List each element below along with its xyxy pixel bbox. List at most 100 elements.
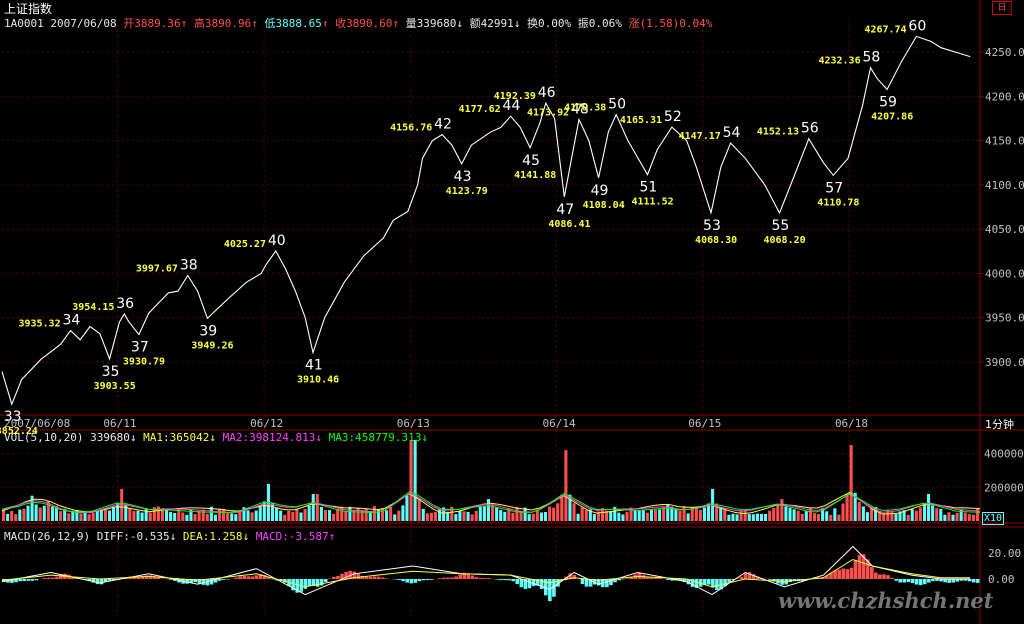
pivot-number-label: 47	[556, 202, 574, 218]
macd-bar	[768, 579, 772, 580]
volume-bar	[230, 513, 234, 521]
volume-bar	[560, 494, 564, 521]
volume-bar	[755, 513, 759, 521]
turnover-value: 0.00%	[538, 17, 572, 30]
volume-bar	[882, 513, 886, 521]
price-tick-label: 4200.0	[985, 90, 1024, 103]
macd-bar	[515, 579, 520, 585]
volume-bar	[902, 510, 906, 521]
macd-bar	[87, 579, 92, 581]
volume-bar	[287, 510, 291, 521]
period-label[interactable]: 1分钟	[985, 418, 1014, 431]
volume-bar	[808, 507, 812, 521]
arrow-down-icon: ↓	[456, 17, 464, 30]
volume-bar	[759, 513, 764, 521]
macd-bar	[319, 579, 324, 586]
volume-bar	[772, 507, 776, 521]
macd-bar	[152, 576, 157, 579]
macd-bar	[613, 579, 617, 583]
macd-bar	[315, 579, 320, 587]
macd-bar	[250, 576, 255, 579]
volume-bar	[156, 506, 160, 521]
volume-bar	[112, 506, 116, 521]
volume-bar	[658, 509, 662, 521]
volume-bar	[833, 508, 837, 521]
volume-bar	[829, 514, 833, 521]
volume-bar	[67, 513, 71, 521]
open-value: 3889.36	[134, 17, 181, 30]
pivot-number-label: 48	[571, 101, 589, 117]
volume-bar	[59, 511, 63, 521]
chart-lines	[1, 35, 981, 596]
volume-bar	[682, 506, 686, 521]
macd-bar	[303, 579, 308, 589]
volume-bar	[914, 510, 918, 521]
volume-bar	[417, 499, 421, 521]
macd-bar	[238, 576, 242, 579]
low-label: 低	[264, 17, 276, 30]
period-button[interactable]: 日	[992, 1, 1012, 15]
volume-bar	[507, 508, 511, 521]
price-tick-label: 4250.0	[985, 46, 1024, 59]
index-code: 1A0001	[4, 17, 44, 30]
pivot-number-label: 54	[723, 125, 741, 141]
volume-bar	[702, 507, 706, 521]
volume-bar	[421, 508, 425, 521]
volume-bar	[971, 514, 975, 521]
volume-bar	[515, 506, 519, 521]
macd-bar	[825, 575, 829, 579]
volume-bar	[609, 510, 613, 521]
volume-bar	[438, 509, 442, 521]
volume-bar	[368, 510, 372, 521]
macd-bar	[568, 573, 572, 579]
macd-bar	[266, 577, 271, 579]
pivot-price-label: 4267.74	[864, 24, 906, 35]
volume-bar	[800, 513, 804, 521]
macd-bar	[898, 579, 903, 583]
volume-bar	[75, 509, 79, 521]
macd-bar	[376, 576, 381, 579]
pivot-price-label: 4152.13	[757, 127, 799, 138]
macd-bar	[295, 579, 299, 593]
volume-bar	[360, 509, 364, 521]
volume-bar	[588, 509, 592, 521]
volume-bar	[576, 513, 580, 521]
volume-bar	[678, 510, 682, 521]
volume-bar	[160, 508, 164, 521]
volume-ma3-line	[1, 491, 981, 513]
volume-header: VOL(5,10,20) 339680↓ MA1:365042↓ MA2:398…	[4, 431, 428, 444]
close-value: 3890.60	[346, 17, 393, 30]
volume-bar	[849, 445, 853, 521]
ma2-value: 398124.813	[249, 431, 316, 444]
macd-bar	[861, 554, 866, 579]
change-label: 涨	[628, 17, 640, 30]
macd-tick-label: 20.00	[988, 547, 1021, 560]
macd-bar	[18, 579, 22, 582]
macd-bar	[450, 577, 454, 579]
macd-bar	[548, 579, 552, 602]
macd-bar	[30, 579, 35, 581]
macd-bar	[910, 579, 915, 584]
volume-bar	[258, 506, 262, 521]
pivot-price-label: 4207.86	[871, 111, 913, 122]
macd-bar	[291, 579, 295, 591]
macd-indicator-label: MACD(26,12,9)	[4, 530, 91, 543]
macd-bar	[853, 560, 858, 579]
volume-bar	[140, 512, 144, 521]
macd-bar	[751, 574, 756, 579]
macd-bar	[706, 579, 711, 585]
price-tick-label: 4100.0	[985, 179, 1024, 192]
pivot-number-label: 45	[522, 153, 540, 169]
volume-bar	[226, 512, 230, 521]
arrow-up-icon: ↑	[180, 17, 188, 30]
macd-bar	[201, 579, 206, 585]
macd-bar	[654, 577, 658, 579]
high-value: 3890.96	[204, 17, 252, 30]
amplitude-label: 振	[577, 17, 589, 30]
volume-bar	[592, 514, 596, 521]
volume-bar	[662, 507, 666, 521]
macd-bar	[50, 577, 55, 579]
pivot-price-label: 4068.30	[695, 235, 737, 246]
macd-bar	[425, 579, 430, 581]
